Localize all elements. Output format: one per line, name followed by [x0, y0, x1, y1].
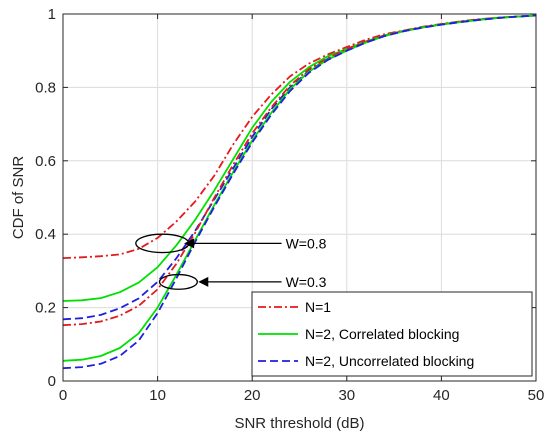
x-tick-label: 20: [244, 387, 261, 404]
plot-frame: [62, 13, 537, 382]
y-tick-label: 0.6: [35, 153, 56, 170]
annotation-label: W=0.3: [286, 274, 327, 290]
legend-label: N=1: [305, 299, 331, 315]
y-axis-label: CDF of SNR: [10, 156, 27, 240]
annotation-arrow-head: [198, 276, 209, 287]
series-line-6: [62, 14, 537, 370]
legend-box: [251, 291, 533, 377]
y-tick-label: 1: [48, 6, 56, 23]
series-line-5: [62, 14, 537, 362]
y-tick-label: 0.2: [35, 300, 56, 317]
x-axis-label: SNR threshold (dB): [234, 415, 364, 432]
y-tick-label: 0: [48, 373, 56, 390]
series-layer: [62, 14, 537, 370]
annotation-layer: W=0.8 W=0.3: [135, 233, 327, 290]
x-tick-label: 30: [338, 387, 355, 404]
x-tick-label: 50: [528, 387, 545, 404]
x-tick-label: 10: [149, 387, 166, 404]
annotation-label: W=0.8: [286, 235, 327, 251]
x-tick-label: 40: [433, 387, 450, 404]
legend-label: N=2, Uncorrelated blocking: [305, 353, 474, 369]
x-tick-label: 0: [59, 387, 67, 404]
ticks: 0 10 20 30 40 50 0 0.2 0.4 0.6 0.8 1: [35, 6, 544, 404]
annotation-ellipse: [158, 273, 198, 290]
y-tick-label: 0.8: [35, 79, 56, 96]
legend-label: N=2, Correlated blocking: [305, 326, 459, 342]
legend: N=1 N=2, Correlated blocking N=2, Uncorrel…: [251, 291, 533, 377]
y-tick-label: 0.4: [35, 226, 56, 243]
annotation-arrow-head: [184, 238, 195, 249]
